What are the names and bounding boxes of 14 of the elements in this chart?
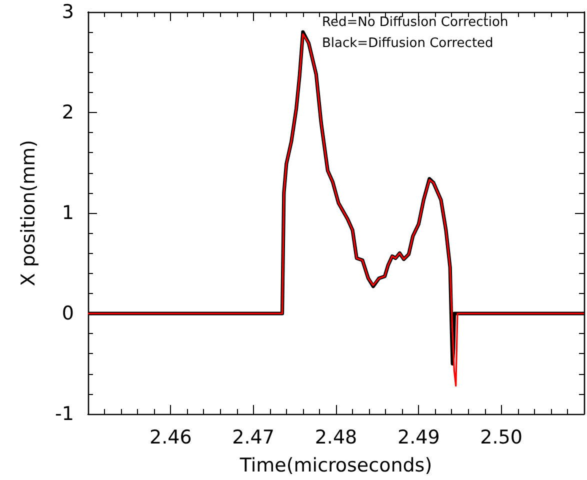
y-axis-title: X position(mm) [18,140,40,286]
y-tick-label: 2 [62,102,74,124]
y-tick-label: 3 [62,1,74,23]
x-tick-label: 2.50 [480,426,522,448]
x-axis-title: Time(microseconds) [238,454,432,476]
x-tick-label: 2.46 [150,426,192,448]
y-tick-label: 0 [62,302,74,324]
y-tick-label: -1 [55,403,74,425]
x-tick-label: 2.49 [398,426,440,448]
x-tick-label: 2.47 [232,426,274,448]
y-tick-label: 1 [62,202,74,224]
x-tick-label: 2.48 [314,426,358,448]
annotation: Red=No Diffusion Correction [322,15,508,30]
annotation: Black=Diffusion Corrected [322,36,494,51]
